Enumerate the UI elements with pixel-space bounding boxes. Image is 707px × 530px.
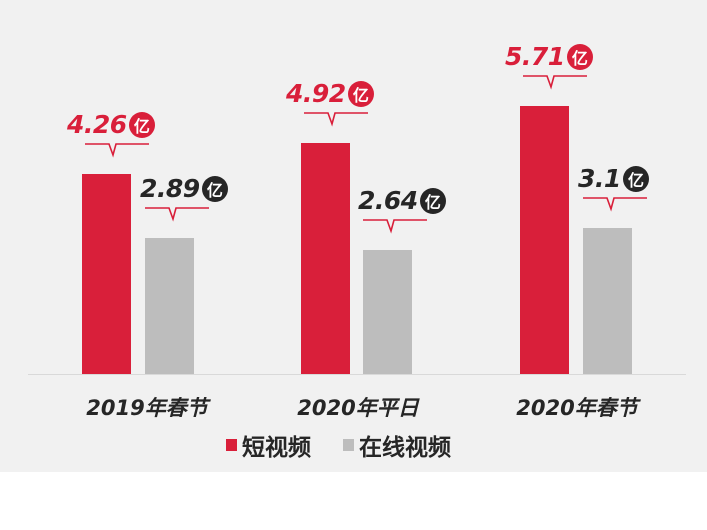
unit-yi-icon: 亿: [566, 43, 593, 70]
value-number: 2.64: [358, 186, 418, 215]
legend-swatch-short-video: [226, 439, 237, 451]
unit-yi-icon: 亿: [128, 111, 155, 138]
bar-short-video-2: [520, 106, 569, 374]
label-pointer-icon: [523, 75, 587, 90]
label-pointer-icon: [85, 143, 149, 158]
value-number: 4.26: [67, 110, 127, 139]
bar-online-video-1: [363, 250, 412, 374]
label-pointer-icon: [145, 207, 209, 222]
unit-yi-icon: 亿: [419, 187, 446, 214]
bar-online-video-0: [145, 238, 194, 374]
value-label-online-video-0: 2.89 亿: [140, 174, 228, 203]
bar-online-video-2: [583, 228, 632, 374]
category-label-1: 2020年平日: [297, 396, 419, 420]
value-number: 3.1: [578, 164, 621, 193]
legend: 短视频 在线视频: [226, 428, 483, 462]
legend-label-online-video: 在线视频: [359, 435, 451, 461]
bar-short-video-0: [82, 174, 131, 374]
value-label-short-video-0: 4.26 亿: [67, 110, 155, 139]
chart-area: 4.26 亿 2.89 亿 4.92 亿 2.64 亿 5.71 亿 3.1 亿 2019年春节 20…: [0, 0, 707, 472]
legend-item-short-video: 短视频: [226, 428, 311, 462]
legend-label-short-video: 短视频: [242, 435, 311, 461]
label-pointer-icon: [583, 197, 647, 212]
legend-item-online-video: 在线视频: [343, 428, 451, 462]
value-number: 2.89: [140, 174, 200, 203]
value-label-online-video-2: 3.1 亿: [578, 164, 649, 193]
label-pointer-icon: [363, 219, 427, 234]
value-number: 5.71: [505, 42, 565, 71]
unit-yi-icon: 亿: [622, 165, 649, 192]
unit-yi-icon: 亿: [201, 175, 228, 202]
value-label-online-video-1: 2.64 亿: [358, 186, 446, 215]
category-label-0: 2019年春节: [86, 396, 208, 420]
value-label-short-video-1: 4.92 亿: [286, 79, 374, 108]
unit-yi-icon: 亿: [347, 80, 374, 107]
bar-short-video-1: [301, 143, 350, 374]
legend-swatch-online-video: [343, 439, 354, 451]
x-axis-baseline: [28, 374, 686, 375]
value-number: 4.92: [286, 79, 346, 108]
value-label-short-video-2: 5.71 亿: [505, 42, 593, 71]
label-pointer-icon: [304, 112, 368, 127]
category-label-2: 2020年春节: [516, 396, 638, 420]
